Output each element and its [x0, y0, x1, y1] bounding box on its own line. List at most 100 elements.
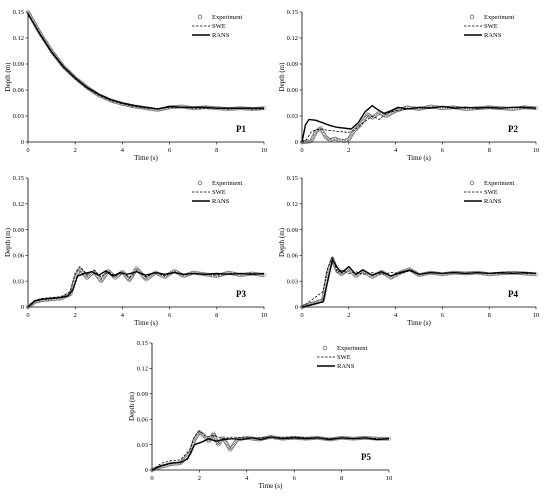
chart-panel-p4: 0 0.03 0.06 0.09 0.12 0.15 0 2 4 6 8 10 Time (s) Dept…: [278, 175, 539, 327]
legend: Experiment SWE RANS: [464, 14, 515, 39]
x-axis-label: Time (s): [407, 319, 431, 327]
legend-rans-label: RANS: [484, 32, 502, 39]
legend-swe-label: SWE: [484, 23, 498, 30]
series-swe-line: [301, 106, 536, 143]
experiment-point: [231, 442, 236, 447]
experiment-point: [233, 440, 238, 444]
experiment-point: [100, 277, 104, 282]
experiment-point: [54, 296, 59, 301]
y-tick-label: 0: [21, 139, 24, 146]
y-tick-label: 0.15: [13, 9, 24, 16]
experiment-point: [49, 297, 54, 302]
experiment-point: [135, 267, 140, 272]
experiment-point: [63, 66, 68, 71]
y-tick-label: 0.03: [13, 113, 24, 120]
experiment-point: [353, 127, 358, 132]
y-tick-label: 0.15: [287, 175, 298, 182]
y-tick-label: 0.06: [137, 416, 149, 423]
experiment-point: [197, 429, 202, 434]
experiment-point: [230, 445, 234, 450]
y-tick-label: 0.12: [13, 201, 24, 208]
x-tick-label: 10: [386, 475, 393, 482]
x-tick-label: 10: [533, 312, 540, 319]
y-tick-label: 0.09: [13, 227, 24, 234]
experiment-point: [55, 56, 60, 61]
y-tick-label: 0: [145, 467, 148, 474]
experiment-point: [124, 274, 129, 279]
series-swe-line: [301, 255, 536, 308]
experiment-point: [101, 276, 105, 281]
y-axis-label: Depth (m): [4, 62, 12, 92]
legend: Experiment SWE RANS: [464, 180, 515, 205]
experiment-point: [232, 441, 237, 446]
chart-panel-p5: 0 0.03 0.06 0.09 0.12 0.15 0 2 4 6 8 10 Time (s) Dept…: [128, 340, 392, 490]
experiment-point: [70, 73, 75, 78]
x-tick-label: 2: [347, 312, 350, 319]
legend-experiment-marker: [469, 14, 475, 20]
experiment-point: [214, 274, 219, 278]
x-tick-label: 6: [168, 312, 172, 319]
x-tick-label: 4: [394, 147, 398, 154]
experiment-point: [362, 117, 366, 122]
experiment-point: [357, 123, 362, 128]
experiment-point: [366, 113, 371, 118]
series-experiment: [300, 104, 538, 144]
experiment-point: [134, 266, 139, 271]
experiment-point: [99, 279, 104, 284]
y-tick-label: 0.06: [287, 87, 299, 94]
experiment-point: [359, 121, 364, 126]
experiment-point: [77, 267, 82, 272]
experiment-point: [72, 74, 76, 79]
experiment-point: [66, 69, 71, 74]
x-tick-label: 6: [293, 475, 297, 482]
legend-experiment-label: Experiment: [212, 180, 243, 187]
experiment-point: [229, 446, 234, 451]
x-tick-label: 2: [198, 475, 201, 482]
experiment-point: [145, 276, 150, 281]
legend: Experiment SWE RANS: [192, 14, 243, 39]
y-tick-label: 0.09: [137, 391, 148, 398]
y-tick-label: 0.12: [287, 201, 298, 208]
y-axis-label: Depth (m): [128, 391, 136, 421]
x-axis-label: Time (s): [134, 319, 158, 327]
experiment-point: [534, 272, 538, 277]
y-tick-label: 0.03: [137, 442, 148, 449]
experiment-point: [85, 275, 89, 280]
legend-swe-label: SWE: [337, 354, 351, 361]
chart-panel-p1: 0 0.03 0.06 0.09 0.12 0.15 0 2 4 6 8 10 Time (s) Dept…: [4, 9, 267, 162]
experiment-point: [199, 432, 204, 436]
legend-experiment-label: Experiment: [212, 14, 243, 21]
x-axis-label: Time (s): [407, 154, 431, 162]
experiment-point: [340, 138, 345, 143]
x-tick-label: 2: [74, 312, 77, 319]
x-tick-label: 10: [533, 147, 540, 154]
legend-experiment-marker: [197, 180, 203, 186]
y-axis-label: Depth (m): [278, 62, 286, 92]
y-tick-label: 0.12: [13, 35, 24, 42]
x-tick-label: 2: [74, 147, 77, 154]
experiment-point: [144, 277, 148, 282]
experiment-point: [355, 126, 359, 131]
legend: Experiment SWE RANS: [192, 180, 243, 205]
y-tick-label: 0.09: [13, 61, 24, 68]
x-tick-label: 10: [261, 147, 268, 154]
y-tick-label: 0.06: [287, 253, 299, 260]
x-tick-label: 10: [261, 312, 268, 319]
y-tick-label: 0.15: [137, 340, 148, 347]
series-rans-line: [301, 104, 537, 143]
series-swe-line: [27, 13, 264, 110]
experiment-point: [67, 70, 72, 75]
legend-experiment-label: Experiment: [484, 14, 515, 21]
x-tick-label: 4: [245, 475, 249, 482]
legend: Experiment SWE RANS: [317, 345, 368, 370]
y-tick-label: 0.12: [287, 35, 298, 42]
panel-label: P5: [361, 452, 371, 462]
experiment-point: [68, 71, 73, 76]
series-experiment: [26, 266, 266, 309]
experiment-point: [77, 79, 82, 83]
experiment-point: [356, 125, 361, 129]
experiment-point: [325, 136, 330, 141]
experiment-point: [532, 272, 537, 277]
legend-swe-label: SWE: [212, 23, 226, 30]
